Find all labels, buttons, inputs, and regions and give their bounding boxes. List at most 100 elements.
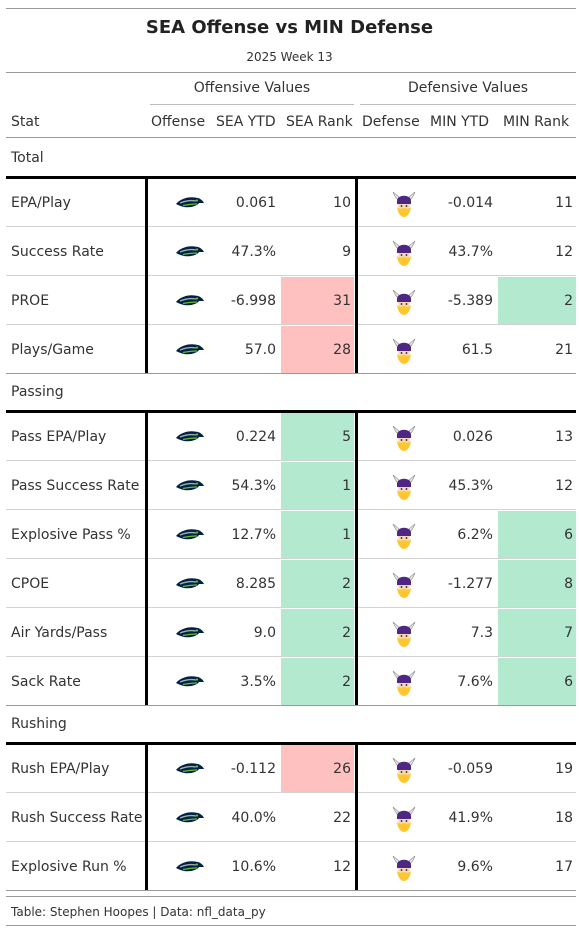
row-border [6,705,576,706]
vikings-logo-icon [392,474,416,500]
min-ytd-value: 43.7% [448,244,493,260]
seahawks-logo-icon [176,246,204,257]
min-rank-value: 12 [555,478,573,494]
min-ytd-value: 9.6% [457,859,493,875]
sea-rank-highlight [281,277,354,325]
table-subtitle: 2025 Week 13 [246,50,333,64]
min-ytd-value: 45.3% [448,478,493,494]
sea-rank-value: 2 [342,625,351,641]
sea-ytd-value: 54.3% [231,478,276,494]
stat-label: Success Rate [11,244,104,260]
stat-label: Rush EPA/Play [11,761,110,777]
source-bottom-border [6,925,576,926]
min-ytd-value: -5.389 [447,293,493,309]
stat-label: Air Yards/Pass [11,625,108,641]
row-border [6,275,576,276]
min-rank-value: 2 [564,293,573,309]
row-border [6,373,576,374]
sea-ytd-value: 0.061 [235,195,276,211]
seahawks-logo-icon [176,578,204,589]
sea-ytd-value: -6.998 [230,293,276,309]
seahawks-logo-icon [176,295,204,306]
stat-label: Plays/Game [11,342,94,358]
seahawks-logo-icon [176,431,204,442]
min-rank-value: 6 [564,674,573,690]
seahawks-logo-icon [176,344,204,355]
spanner-defensive-underline [360,104,576,105]
sea-ytd-value: 9.0 [253,625,276,641]
min-rank-value: 7 [564,625,573,641]
sea-rank-value: 12 [333,859,351,875]
offense-column-divider [145,413,148,705]
min-rank-value: 8 [564,576,573,592]
sea-rank-value: 2 [342,576,351,592]
sea-rank-highlight [281,413,354,461]
row-border [6,324,576,325]
sea-rank-highlight [281,658,354,706]
sea-rank-highlight [281,462,354,510]
stat-label: PROE [11,293,50,309]
row-border [6,841,576,842]
defense-column-divider [355,413,358,705]
vikings-logo-icon [392,523,416,549]
stat-label: EPA/Play [11,195,71,211]
sea-ytd-value: 40.0% [231,810,276,826]
min-rank-highlight [498,658,576,706]
stat-label: Pass Success Rate [11,478,140,494]
sea-rank-value: 1 [342,527,351,543]
sea-rank-highlight [281,560,354,608]
row-border [6,558,576,559]
sea-ytd-value: 0.224 [235,429,276,445]
defense-column-divider [355,179,358,373]
sea-rank-value: 22 [333,810,351,826]
min-rank-value: 6 [564,527,573,543]
vikings-logo-icon [392,855,416,881]
offense-column-divider [145,179,148,373]
vikings-logo-icon [392,621,416,647]
column-header-border [6,137,576,138]
min-ytd-value: -1.277 [447,576,493,592]
vikings-logo-icon [392,806,416,832]
min-ytd-value: 7.6% [457,674,493,690]
column-header-stat: Stat [11,114,40,130]
seahawks-logo-icon [176,676,204,687]
sea-rank-value: 5 [342,429,351,445]
row-border [6,890,576,891]
sea-rank-value: 9 [342,244,351,260]
min-rank-highlight [498,511,576,559]
defense-column-divider [355,745,358,890]
min-ytd-value: 61.5 [461,342,493,358]
stat-label: Explosive Run % [11,859,127,875]
table-bottom-border [6,896,576,897]
sea-rank-value: 1 [342,478,351,494]
seahawks-logo-icon [176,529,204,540]
min-rank-value: 13 [555,429,573,445]
sea-ytd-value: 3.5% [240,674,276,690]
column-header-min-rank: MIN Rank [503,114,570,130]
heading-border [6,72,576,73]
group-label: Rushing [11,716,67,732]
sea-rank-value: 31 [333,293,351,309]
sea-rank-highlight [281,745,354,793]
spanner-defensive-values: Defensive Values [407,80,529,96]
seahawks-logo-icon [176,627,204,638]
min-rank-highlight [498,609,576,657]
row-border [6,792,576,793]
group-border [6,410,576,413]
min-ytd-value: 0.026 [452,429,493,445]
vikings-logo-icon [392,670,416,696]
stat-label: Explosive Pass % [11,527,131,543]
sea-ytd-value: -0.112 [230,761,276,777]
seahawks-logo-icon [176,812,204,823]
sea-ytd-value: 10.6% [231,859,276,875]
sea-ytd-value: 47.3% [231,244,276,260]
group-border [6,742,576,745]
seahawks-logo-icon [176,197,204,208]
row-border [6,226,576,227]
vikings-logo-icon [392,338,416,364]
column-header-sea-rank: SEA Rank [286,114,353,130]
sea-ytd-value: 57.0 [244,342,276,358]
sea-rank-highlight [281,511,354,559]
sea-ytd-value: 8.285 [235,576,276,592]
vikings-logo-icon [392,572,416,598]
